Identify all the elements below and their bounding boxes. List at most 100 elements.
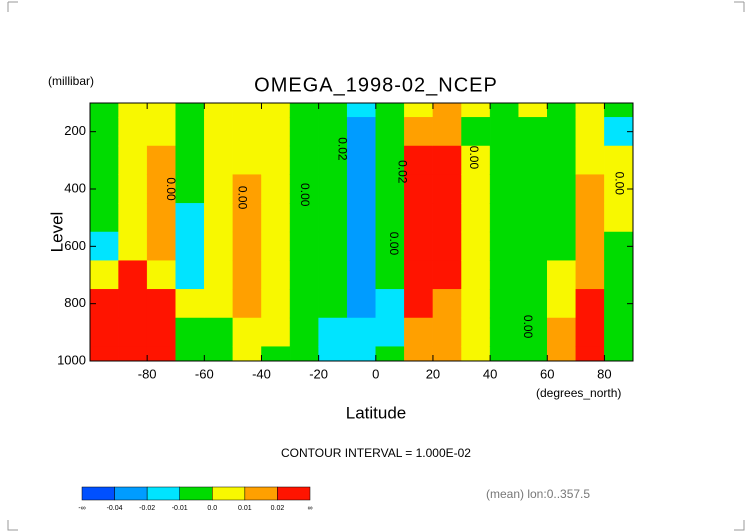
y-tick-label: 200 xyxy=(64,123,86,138)
contour-cell xyxy=(404,203,434,233)
contour-cell xyxy=(432,174,462,204)
contour-cell xyxy=(404,145,434,175)
colorbar-swatch xyxy=(146,486,180,501)
contour-cell xyxy=(575,117,605,147)
contour-cell xyxy=(404,289,434,319)
contour-cell xyxy=(261,317,291,347)
contour-cell xyxy=(232,260,262,290)
contour-label: 0.00 xyxy=(235,186,249,210)
contour-cell xyxy=(261,203,291,233)
y-unit: (millibar) xyxy=(48,74,94,88)
contour-cell xyxy=(261,289,291,319)
contour-cell xyxy=(204,203,234,233)
contour-cell xyxy=(118,289,148,319)
contour-cell xyxy=(547,145,577,175)
contour-cell xyxy=(432,289,462,319)
contour-cell xyxy=(232,117,262,147)
contour-cell xyxy=(518,231,548,261)
x-tick-label: -60 xyxy=(195,366,214,381)
contour-cell xyxy=(118,317,148,347)
contour-cell xyxy=(547,260,577,290)
contour-cell xyxy=(146,203,176,233)
colorbar-label: -0.02 xyxy=(139,505,155,512)
contour-cell xyxy=(375,289,405,319)
contour-cell xyxy=(404,231,434,261)
contour-cell xyxy=(518,174,548,204)
contour-cell xyxy=(318,145,348,175)
contour-cell xyxy=(461,145,491,175)
colorbar-label: 0.0 xyxy=(207,505,217,512)
colorbar-label: ∞ xyxy=(308,505,313,512)
y-tick-label: 400 xyxy=(64,180,86,195)
footnote: (mean) lon:0..357.5 xyxy=(486,487,590,501)
contour-cell xyxy=(518,145,548,175)
contour-cell xyxy=(575,260,605,290)
y-tick-label: 800 xyxy=(64,295,86,310)
contour-cell xyxy=(232,174,262,204)
contour-cell xyxy=(346,317,377,347)
contour-cell xyxy=(375,203,405,233)
contour-cell xyxy=(346,203,377,233)
x-tick-label: 0 xyxy=(372,366,379,381)
contour-cell xyxy=(518,289,548,319)
contour-cell xyxy=(432,231,462,261)
contour-cell xyxy=(432,145,462,175)
contour-cell xyxy=(232,203,262,233)
contour-cell xyxy=(318,289,348,319)
contour-cell xyxy=(289,145,319,175)
contour-cell xyxy=(375,317,405,347)
contour-cell xyxy=(461,317,491,347)
contour-cell xyxy=(232,317,262,347)
contour-cell xyxy=(346,174,377,204)
contour-cell xyxy=(146,317,176,347)
corner-marks xyxy=(7,1,745,531)
contour-cell xyxy=(375,145,405,175)
contour-cell xyxy=(461,289,491,319)
contour-cell xyxy=(175,231,205,261)
contour-cell xyxy=(575,289,605,319)
contour-cell xyxy=(318,231,348,261)
contour-label: 0.00 xyxy=(164,177,178,201)
contour-cell xyxy=(175,174,205,204)
contour-cell xyxy=(461,231,491,261)
contour-cell xyxy=(489,231,519,261)
colorbar-label: -0.01 xyxy=(172,505,188,512)
x-tick-label: 80 xyxy=(597,366,611,381)
contour-cell xyxy=(547,203,577,233)
contour-cell xyxy=(461,203,491,233)
contour-cell xyxy=(204,231,234,261)
colorbar-swatch xyxy=(81,486,115,501)
x-tick-label: 60 xyxy=(540,366,554,381)
contour-cell xyxy=(489,174,519,204)
contour-cell xyxy=(118,231,148,261)
contour-cell xyxy=(518,117,548,147)
colorbar-label: 0.02 xyxy=(271,505,285,512)
contour-cell xyxy=(318,317,348,347)
x-unit: (degrees_north) xyxy=(536,386,621,400)
contour-cell xyxy=(604,145,633,175)
contour-cell xyxy=(289,174,319,204)
contour-cell xyxy=(289,260,319,290)
contour-cell xyxy=(118,203,148,233)
contour-cell xyxy=(575,145,605,175)
contour-cell xyxy=(204,260,234,290)
contour-cell xyxy=(261,260,291,290)
contour-cell xyxy=(346,289,377,319)
contour-cell xyxy=(289,317,319,347)
colorbar-swatch xyxy=(114,486,148,501)
contour-cell xyxy=(575,203,605,233)
contour-cell xyxy=(461,174,491,204)
contour-label: 0.00 xyxy=(467,146,481,170)
contour-cell xyxy=(404,174,434,204)
contour-cell xyxy=(261,231,291,261)
contour-cell xyxy=(261,174,291,204)
contour-cell xyxy=(90,317,119,347)
contour-label: 0.00 xyxy=(298,183,312,207)
contour-cell xyxy=(404,260,434,290)
contour-cell xyxy=(489,317,519,347)
contour-cell xyxy=(118,145,148,175)
contour-cell xyxy=(547,117,577,147)
contour-cell xyxy=(232,231,262,261)
